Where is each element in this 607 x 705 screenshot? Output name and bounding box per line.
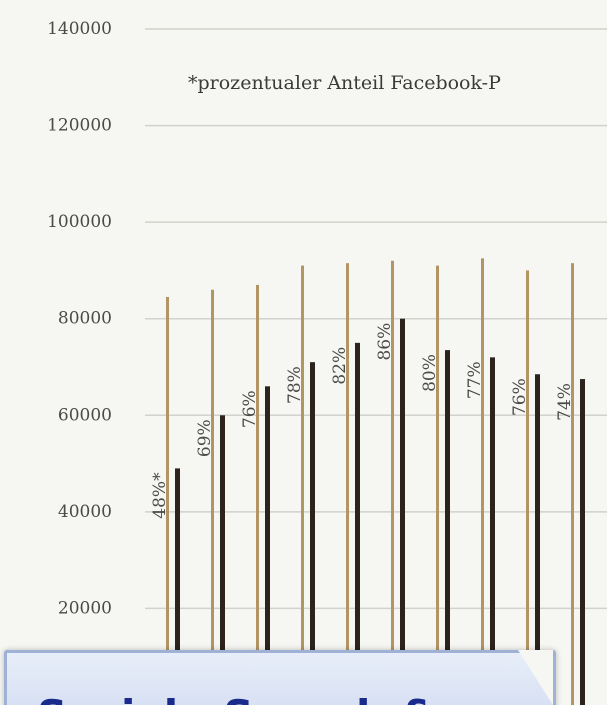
bar-share xyxy=(310,362,315,705)
y-tick-label: 40000 xyxy=(58,502,112,522)
caption-text: Social · Search & xyxy=(37,691,437,705)
y-tick-label: 20000 xyxy=(58,598,112,618)
y-axis-ticks: 140000 120000 100000 80000 60000 40000 20000 xyxy=(47,19,112,618)
data-label: 76% xyxy=(240,390,260,428)
bar-total xyxy=(166,296,169,705)
bar-share xyxy=(490,357,495,705)
caption-fold xyxy=(518,650,553,705)
bar-total xyxy=(346,263,349,705)
y-tick-label: 100000 xyxy=(47,212,112,232)
bar-total xyxy=(301,265,304,705)
data-label: 48%* xyxy=(150,472,170,519)
bar-share xyxy=(445,350,450,705)
bar-total xyxy=(571,263,574,705)
bar-total xyxy=(436,265,439,705)
bar-total xyxy=(526,270,529,705)
bar-share xyxy=(355,342,360,705)
bar-share xyxy=(580,379,585,705)
footnote-label: *prozentualer Anteil Facebook-P xyxy=(188,72,501,94)
data-label: 86% xyxy=(375,323,395,361)
data-labels: 48%* 69% 76% 78% 82% 86% 80% 77% 76% 74% xyxy=(150,323,575,519)
data-label: 74% xyxy=(555,383,575,421)
bar-share xyxy=(400,318,405,705)
data-label: 76% xyxy=(510,378,530,416)
y-tick-label: 60000 xyxy=(58,405,112,425)
bar-total xyxy=(391,260,394,705)
data-label: 77% xyxy=(465,361,485,399)
data-label: 69% xyxy=(195,419,215,457)
data-label: 82% xyxy=(330,347,350,385)
data-label: 78% xyxy=(285,366,305,404)
y-tick-label: 120000 xyxy=(47,116,112,136)
bar-share xyxy=(220,415,225,705)
bar-total xyxy=(211,289,214,705)
bars xyxy=(166,258,585,705)
bar-share xyxy=(175,468,180,705)
bar-share xyxy=(265,386,270,705)
y-tick-label: 140000 xyxy=(47,19,112,39)
data-label: 80% xyxy=(420,354,440,392)
bar-share xyxy=(535,374,540,705)
bar-total xyxy=(256,284,259,705)
y-tick-label: 80000 xyxy=(58,309,112,329)
bar-total xyxy=(481,258,484,705)
caption-overlay: Social · Search & xyxy=(4,650,556,705)
